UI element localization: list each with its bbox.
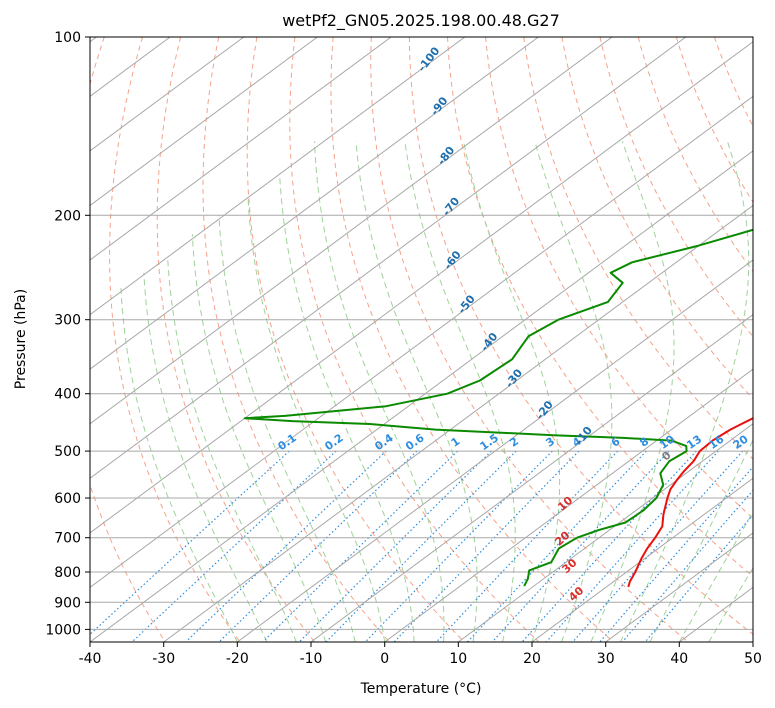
isotherm-line: [90, 37, 539, 370]
x-axis-ticks: -40 -30 -20 -10 0 10 20 30 40 50: [79, 642, 762, 667]
dry-adiabat-line: [156, 37, 316, 642]
moist-adiabat-line: [191, 233, 327, 642]
isotherm-line: [90, 37, 466, 316]
mixing-ratio-line: [435, 450, 619, 642]
mixing-ratio-line: [491, 450, 670, 642]
dry-adiabat-line: [202, 37, 390, 642]
y-tick-label: 200: [54, 208, 81, 224]
mixing-ratio-line: [364, 450, 553, 642]
plot-frame: [89, 36, 754, 643]
mixing-ratio-line: [325, 450, 517, 642]
dry-adiabat-line: [289, 37, 540, 642]
dry-adiabat-line: [408, 37, 753, 635]
y-tick-label: 600: [54, 491, 81, 507]
dry-adiabats: [90, 37, 753, 642]
moist-adiabat-line: [143, 272, 268, 642]
moist-adiabat-line: [279, 173, 415, 642]
x-tick-label: 50: [744, 651, 762, 667]
isotherm-line: [90, 37, 245, 152]
x-tick-label: -40: [79, 651, 102, 667]
x-tick-label: 20: [523, 651, 541, 667]
dry-adiabat-line: [330, 37, 614, 642]
x-tick-label: 0: [380, 651, 389, 667]
isotherm-line: [163, 204, 753, 642]
temperature-line: [627, 417, 753, 588]
isotherm-line: [531, 477, 753, 642]
dry-adiabat-line: [485, 37, 753, 519]
dry-adiabat-line: [246, 37, 465, 642]
x-tick-label: 30: [597, 651, 615, 667]
moist-adiabat-line: [247, 195, 386, 642]
y-axis-title: Pressure (hPa): [13, 289, 29, 389]
y-tick-label: 700: [54, 531, 81, 547]
y-tick-label: 400: [54, 387, 81, 403]
mixing-ratio-line: [262, 450, 458, 642]
isotherm-line: [90, 95, 753, 589]
x-axis-title: Temperature (°C): [360, 681, 482, 697]
isotherm-line: [90, 37, 613, 425]
y-tick-label: 900: [54, 595, 81, 611]
dry-adiabat-line: [90, 37, 166, 642]
x-tick-label: -10: [300, 651, 323, 667]
x-tick-label: -30: [152, 651, 175, 667]
moist-adiabat-line: [167, 256, 297, 642]
y-axis-ticks: 100 200 300 400 500 600 700 800 900 1000: [45, 30, 90, 638]
isotherm-line: [90, 150, 753, 642]
y-tick-label: 1000: [45, 622, 81, 638]
moist-adiabat-line: [218, 215, 356, 642]
dry-adiabat-line: [370, 37, 689, 642]
dry-adiabat-line: [675, 37, 753, 204]
isotherm-line: [605, 532, 753, 642]
x-tick-label: -20: [226, 651, 249, 667]
mixing-ratio-line: [393, 450, 580, 642]
mixing-ratio-line: [218, 450, 418, 642]
isotherm-line: [90, 37, 392, 261]
mixing-ratio-line: [131, 450, 337, 642]
isotherm-line: [237, 259, 753, 642]
dry-adiabat-line: [447, 37, 753, 578]
isobar-gridlines: [90, 37, 753, 630]
mixing-ratio-lines: [90, 450, 753, 642]
dry-adiabat-line: [523, 37, 753, 460]
plot-area: 0.10.20.40.611.52346810131620253036-100-…: [90, 37, 753, 642]
isotherm-line: [90, 37, 318, 207]
dry-adiabat-line: [109, 37, 241, 642]
x-tick-label: 10: [449, 651, 467, 667]
y-tick-label: 300: [54, 313, 81, 329]
mixing-ratio-line: [90, 450, 290, 636]
y-tick-label: 800: [54, 565, 81, 581]
isotherm-line: [90, 41, 753, 534]
mixing-ratio-line: [572, 450, 744, 642]
chart-title: wetPf2_GN05.2025.198.00.48.G27: [282, 11, 560, 31]
isotherm-line: [384, 368, 753, 642]
dry-adiabat-line: [561, 37, 753, 400]
isotherm-line: [90, 37, 687, 479]
profile-series: [243, 228, 753, 588]
dewpoint-line: [243, 228, 753, 587]
x-tick-label: 40: [670, 651, 688, 667]
isotherms: [90, 37, 753, 642]
isotherm-line: [458, 423, 753, 642]
y-tick-label: 100: [54, 30, 81, 46]
isotherm-line: [310, 313, 753, 642]
mixing-ratio-line: [545, 450, 719, 642]
mixing-ratio-line: [298, 450, 492, 642]
y-tick-label: 500: [54, 444, 81, 460]
mixing-ratio-line: [599, 466, 753, 642]
